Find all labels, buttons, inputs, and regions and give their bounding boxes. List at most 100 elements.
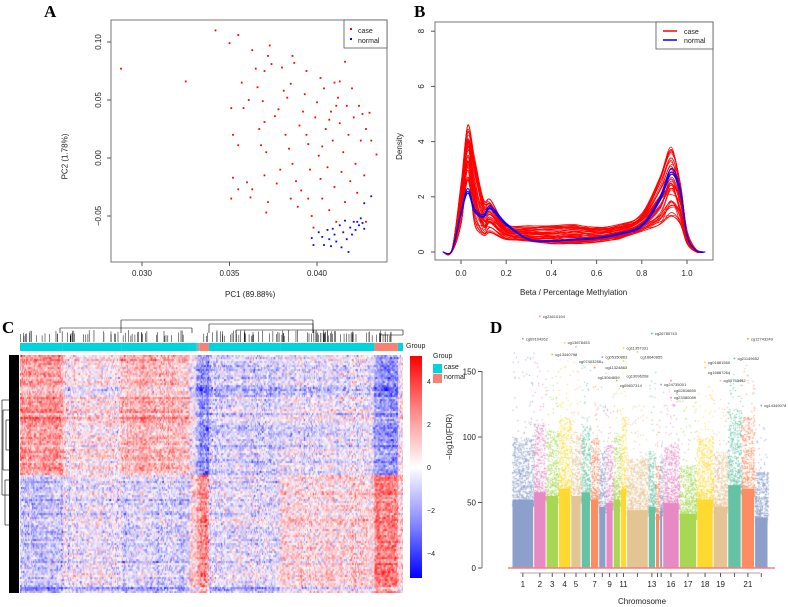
pca-point-case xyxy=(256,86,259,89)
pca-point-case xyxy=(370,139,373,142)
group-annotation-case xyxy=(121,343,190,351)
top-probe-point xyxy=(651,332,653,335)
pca-point-case xyxy=(330,110,332,113)
pca-point-case xyxy=(319,177,322,180)
top-probe-label: cg23380089 xyxy=(674,395,697,400)
pca-point-case xyxy=(232,176,234,179)
pca-y-tick-label: 0.00 xyxy=(94,150,103,166)
pca-point-normal xyxy=(326,229,329,231)
top-probe-label: cg12743249 xyxy=(751,336,774,341)
pca-point-case xyxy=(303,93,306,96)
pca-point-case xyxy=(240,81,243,84)
pca-point-case xyxy=(307,143,310,145)
pca-point-case xyxy=(184,80,187,83)
pca-point-normal xyxy=(333,233,336,236)
pca-point-case xyxy=(281,66,283,69)
pca-point-case xyxy=(328,209,331,212)
panel-letter-b: B xyxy=(414,2,426,21)
pca-x-tick-label: 0.030 xyxy=(132,269,153,278)
density-x-tick-label: 0.2 xyxy=(501,269,513,278)
pca-point-normal xyxy=(349,226,352,229)
pca-point-normal xyxy=(370,195,373,198)
group-annotation-mixed xyxy=(196,343,200,351)
manhattan-y-tick-label: 150 xyxy=(463,368,477,377)
pca-point-case xyxy=(365,128,367,130)
density-legend-label-normal: normal xyxy=(684,38,706,45)
pca-point-case xyxy=(344,60,346,63)
chromosome-16-band xyxy=(663,503,679,568)
pca-point-case xyxy=(288,147,290,150)
group-legend-title: Group xyxy=(433,353,453,360)
density-curve-normal xyxy=(442,173,706,255)
color-scale-tick-label: −2 xyxy=(427,508,435,515)
top-probe-label: cg14349078 xyxy=(764,403,787,408)
legend-label-case: case xyxy=(444,364,459,371)
pca-x-axis-label: PC1 (89.88%) xyxy=(225,290,276,299)
top-probe-point xyxy=(636,351,639,353)
top-probe-point xyxy=(622,347,625,349)
top-probe-point xyxy=(601,356,604,358)
top-probe-point xyxy=(660,383,662,386)
pca-point-case xyxy=(321,197,324,200)
chromosome-tick-label: 9 xyxy=(607,580,612,589)
chromosome-10-band xyxy=(613,499,620,568)
pca-point-normal xyxy=(363,202,366,205)
pca-point-case xyxy=(261,100,264,103)
pca-point-case xyxy=(375,153,378,156)
top-probe-label: cg24735001 xyxy=(664,382,687,387)
pca-point-normal xyxy=(317,231,320,234)
top-probe-point xyxy=(670,396,672,399)
density-y-tick-label: 0 xyxy=(417,249,426,254)
chromosome-tick-label: 2 xyxy=(538,580,543,589)
density-x-tick-label: 0.0 xyxy=(455,269,467,278)
top-probe-label: cg01881560 xyxy=(708,360,731,365)
pca-point-case xyxy=(237,144,240,147)
chromosome-1-band xyxy=(512,499,534,568)
top-probe-label: cg11324863 xyxy=(605,365,628,370)
pca-legend-marker-case xyxy=(350,28,352,30)
pca-point-case xyxy=(228,42,231,45)
group-annotation-case xyxy=(208,343,281,351)
pca-point-case xyxy=(300,189,303,192)
pca-point-case xyxy=(251,49,254,52)
top-probe-label: cg07403258 xyxy=(579,359,602,364)
pca-point-case xyxy=(260,144,262,147)
density-curve-case xyxy=(442,124,706,256)
top-probe-label: cg13064659 xyxy=(598,375,621,380)
pca-point-normal xyxy=(344,219,346,222)
top-probe-point xyxy=(575,345,577,348)
pca-point-case xyxy=(324,128,327,130)
manhattan-y-tick-label: 50 xyxy=(467,499,476,508)
pca-point-case xyxy=(254,67,257,70)
chromosome-15-band xyxy=(660,510,663,568)
pca-point-normal xyxy=(338,224,341,227)
top-probe-point xyxy=(539,315,541,318)
top-probe-label: cg13678453 xyxy=(568,340,591,345)
pca-point-normal xyxy=(323,244,325,246)
panel-letter-a: A xyxy=(44,2,57,21)
pca-point-normal xyxy=(347,251,350,253)
pca-point-case xyxy=(289,82,292,85)
top-probe-point xyxy=(760,404,763,407)
chromosome-tick-label: 21 xyxy=(743,580,752,589)
pca-legend-label-normal: normal xyxy=(358,38,380,45)
top-probe-label: cg11357331 xyxy=(626,345,649,350)
manhattan-y-tick-label: 0 xyxy=(472,564,477,573)
top-probe-point xyxy=(601,361,604,364)
pca-point-case xyxy=(328,118,331,121)
pca-point-case xyxy=(317,154,320,157)
pca-point-case xyxy=(351,87,353,90)
manhattan-y-tick-label: 100 xyxy=(463,433,477,442)
pca-point-case xyxy=(268,44,271,47)
density-legend xyxy=(655,21,714,50)
pca-point-case xyxy=(321,145,324,148)
panel-letter-d: D xyxy=(490,318,503,337)
pca-y-tick-label: −0.05 xyxy=(94,205,103,226)
color-scale-tick-label: 4 xyxy=(427,379,431,386)
pca-point-case xyxy=(305,70,308,72)
pca-point-case xyxy=(286,96,289,99)
pca-point-case xyxy=(242,107,245,110)
density-y-tick-label: 6 xyxy=(417,84,426,89)
pca-point-case xyxy=(338,122,341,125)
pca-point-case xyxy=(358,104,360,107)
